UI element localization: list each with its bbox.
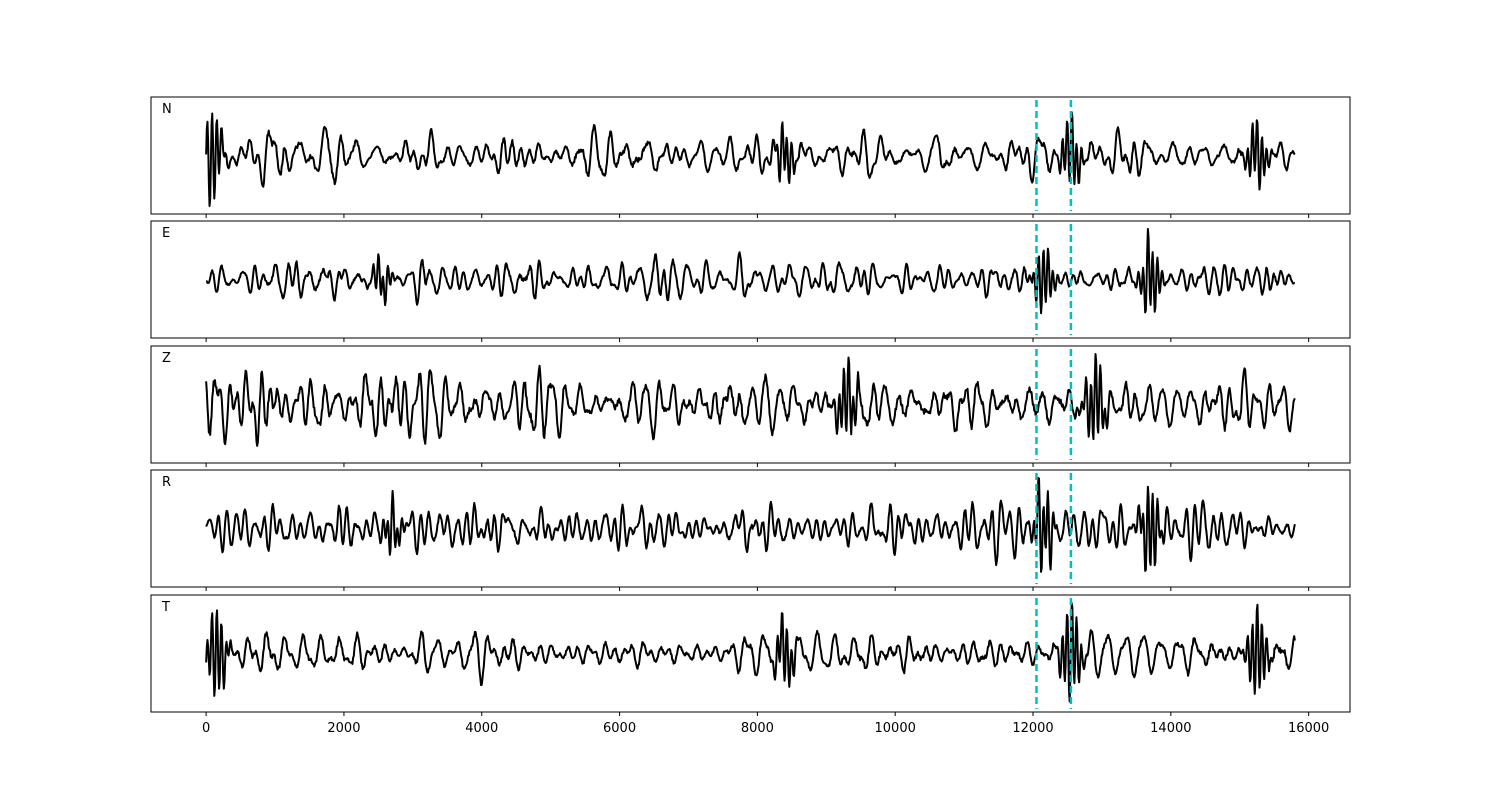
x-tick-label: 6000	[603, 721, 636, 736]
panel-label: Z	[162, 351, 171, 366]
x-tick-label: 12000	[1012, 721, 1053, 736]
waveform-line	[205, 353, 1296, 447]
x-tick-label: 10000	[875, 721, 916, 736]
panel-frame	[150, 345, 1351, 464]
panel-frame	[150, 220, 1351, 339]
x-tick-label: 0	[202, 721, 210, 736]
panel-label: E	[162, 226, 170, 241]
panel-frame	[150, 96, 1351, 215]
x-tick-label: 14000	[1150, 721, 1191, 736]
waveform-line	[205, 602, 1296, 703]
panel-frame	[150, 469, 1351, 588]
x-tick-label: 4000	[465, 721, 498, 736]
waveform-line	[205, 111, 1296, 207]
panel-label: T	[161, 600, 170, 615]
panel-label: N	[162, 102, 172, 117]
x-tick-label: 16000	[1288, 721, 1329, 736]
x-tick-label: 8000	[741, 721, 774, 736]
x-axis: 0 2000 4000 6000 8000 10000 12000 14000 16000	[202, 721, 1329, 736]
panel-r: R	[150, 469, 1351, 591]
waveform-line	[205, 228, 1296, 315]
panel-label: R	[162, 475, 171, 490]
waveform-line	[205, 477, 1296, 573]
panel-z: Z	[150, 345, 1351, 467]
panel-frame	[150, 594, 1351, 713]
x-tick-label: 2000	[327, 721, 360, 736]
panel-n: N	[150, 96, 1351, 218]
panels-group: N E Z R T	[150, 96, 1351, 716]
panel-e: E	[150, 220, 1351, 342]
panel-t: T	[150, 594, 1351, 716]
